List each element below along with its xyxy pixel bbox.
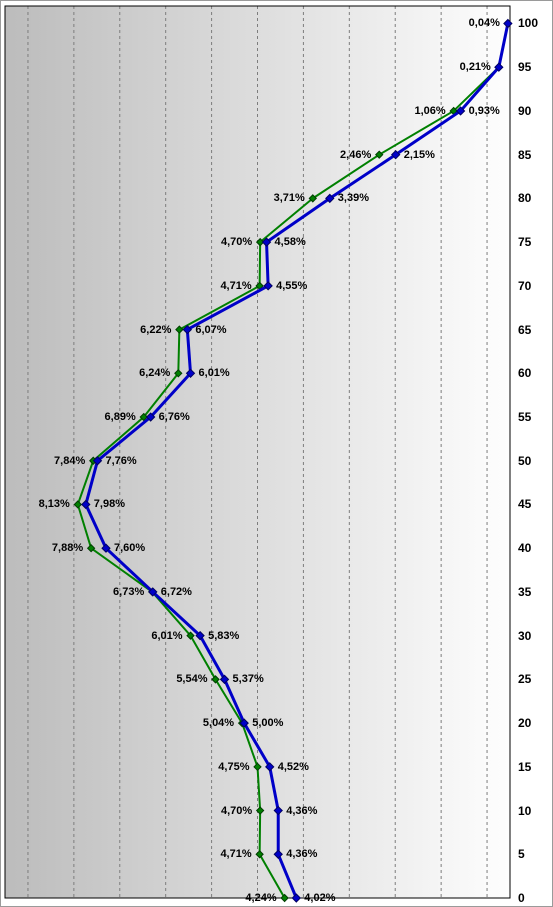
y-axis-tick-label: 65	[518, 323, 531, 337]
y-axis-tick-label: 100	[518, 16, 538, 30]
data-label-blue: 0,21%	[460, 61, 491, 73]
data-label-green: 5,04%	[203, 717, 234, 729]
y-axis-tick-label: 15	[518, 760, 531, 774]
y-axis-tick-label: 95	[518, 60, 531, 74]
data-label-blue: 2,15%	[404, 149, 435, 161]
y-axis-tick-label: 0	[518, 891, 525, 905]
data-label-green: 4,70%	[221, 236, 252, 248]
data-label-blue: 7,76%	[105, 455, 136, 467]
y-axis-tick-label: 60	[518, 366, 531, 380]
data-label-green: 4,70%	[221, 805, 252, 817]
data-label-green: 6,22%	[140, 324, 171, 336]
y-axis-tick-label: 5	[518, 847, 525, 861]
data-label-blue: 3,39%	[338, 192, 369, 204]
data-label-blue: 5,00%	[252, 717, 283, 729]
y-axis-tick-label: 55	[518, 410, 531, 424]
y-axis-tick-label: 90	[518, 104, 531, 118]
y-axis-tick-label: 40	[518, 541, 531, 555]
data-label-green: 6,01%	[151, 630, 182, 642]
data-label-blue: 7,60%	[114, 542, 145, 554]
data-label-green: 4,75%	[218, 761, 249, 773]
data-label-blue: 4,36%	[286, 848, 317, 860]
y-axis-tick-label: 10	[518, 804, 531, 818]
data-label-green: 8,13%	[39, 498, 70, 510]
y-axis-tick-label: 35	[518, 585, 531, 599]
data-label-blue: 7,98%	[94, 498, 125, 510]
line-chart	[0, 0, 553, 907]
data-label-green: 4,71%	[220, 280, 251, 292]
data-label-blue: 6,07%	[195, 324, 226, 336]
y-axis-tick-label: 20	[518, 716, 531, 730]
data-label-green: 2,46%	[340, 149, 371, 161]
data-label-green: 6,73%	[113, 586, 144, 598]
data-label-blue: 6,72%	[161, 586, 192, 598]
data-label-green: 6,24%	[139, 367, 170, 379]
y-axis-tick-label: 45	[518, 497, 531, 511]
y-axis-tick-label: 30	[518, 629, 531, 643]
data-label-green: 7,88%	[52, 542, 83, 554]
data-label-green: 4,71%	[220, 848, 251, 860]
data-label-blue: 5,37%	[233, 673, 264, 685]
data-label-blue: 4,02%	[304, 892, 335, 904]
data-label-green: 1,06%	[414, 105, 445, 117]
data-label-green: 7,84%	[54, 455, 85, 467]
data-label-blue: 6,76%	[159, 411, 190, 423]
data-label-blue: 4,52%	[278, 761, 309, 773]
data-label-blue: 5,83%	[208, 630, 239, 642]
data-label-green: 6,89%	[105, 411, 136, 423]
y-axis-tick-label: 25	[518, 672, 531, 686]
data-label-blue: 0,93%	[469, 105, 500, 117]
data-label-green: 5,54%	[176, 673, 207, 685]
data-label-green: 4,24%	[245, 892, 276, 904]
chart-container: 4,24% 4,71% 4,70% 4,75% 5,04% 5,54% 6,01% 6,73%…	[0, 0, 553, 907]
data-label-blue: 4,55%	[276, 280, 307, 292]
y-axis-tick-label: 50	[518, 454, 531, 468]
y-axis-tick-label: 85	[518, 148, 531, 162]
y-axis-tick-label: 75	[518, 235, 531, 249]
y-axis-tick-label: 80	[518, 191, 531, 205]
data-label-blue: 4,36%	[286, 805, 317, 817]
data-label-blue: 6,01%	[199, 367, 230, 379]
data-label-green: 3,71%	[274, 192, 305, 204]
y-axis-tick-label: 70	[518, 279, 531, 293]
data-label-blue: 0,04%	[469, 17, 500, 29]
data-label-blue: 4,58%	[275, 236, 306, 248]
